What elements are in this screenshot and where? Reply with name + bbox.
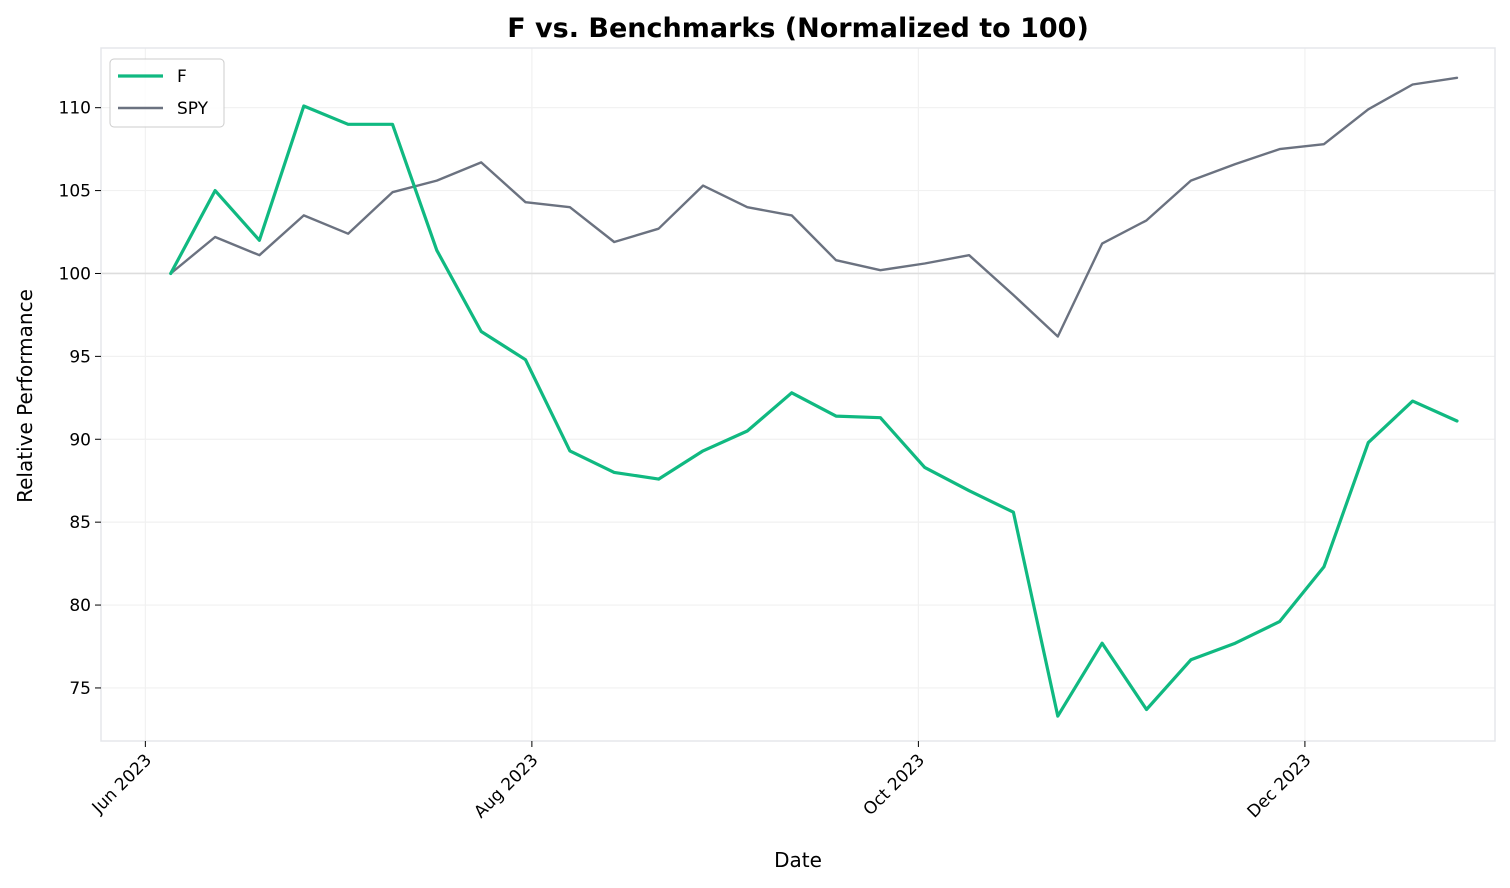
legend-label-f: F <box>177 67 187 87</box>
plot-frame <box>100 47 1496 742</box>
y-tick-label: 110 <box>59 99 91 119</box>
x-tick-label: Oct 2023 <box>860 750 929 819</box>
x-tick-label: Dec 2023 <box>1244 750 1316 822</box>
legend: F SPY <box>109 58 225 128</box>
y-axis-label: Relative Performance <box>13 289 37 503</box>
chart-title: F vs. Benchmarks (Normalized to 100) <box>507 13 1089 44</box>
x-tick-label: Jun 2023 <box>88 750 156 818</box>
x-axis-label: Date <box>774 848 822 872</box>
y-tick-label: 75 <box>69 679 91 699</box>
series-line-spy <box>169 76 1459 338</box>
y-axis-ticks: 75 80 85 90 95 100 105 110 <box>59 99 101 699</box>
series-group <box>169 76 1459 718</box>
series-line-f <box>169 104 1459 718</box>
y-tick-label: 80 <box>69 596 91 616</box>
y-tick-label: 100 <box>59 264 91 284</box>
x-axis-ticks: Jun 2023 Aug 2023 Oct 2023 Dec 2023 <box>88 741 1316 822</box>
y-tick-label: 90 <box>69 430 91 450</box>
legend-label-spy: SPY <box>177 99 209 119</box>
x-tick-label: Aug 2023 <box>470 750 542 822</box>
y-tick-label: 105 <box>59 182 91 202</box>
y-tick-label: 85 <box>69 513 91 533</box>
y-tick-label: 95 <box>69 347 91 367</box>
